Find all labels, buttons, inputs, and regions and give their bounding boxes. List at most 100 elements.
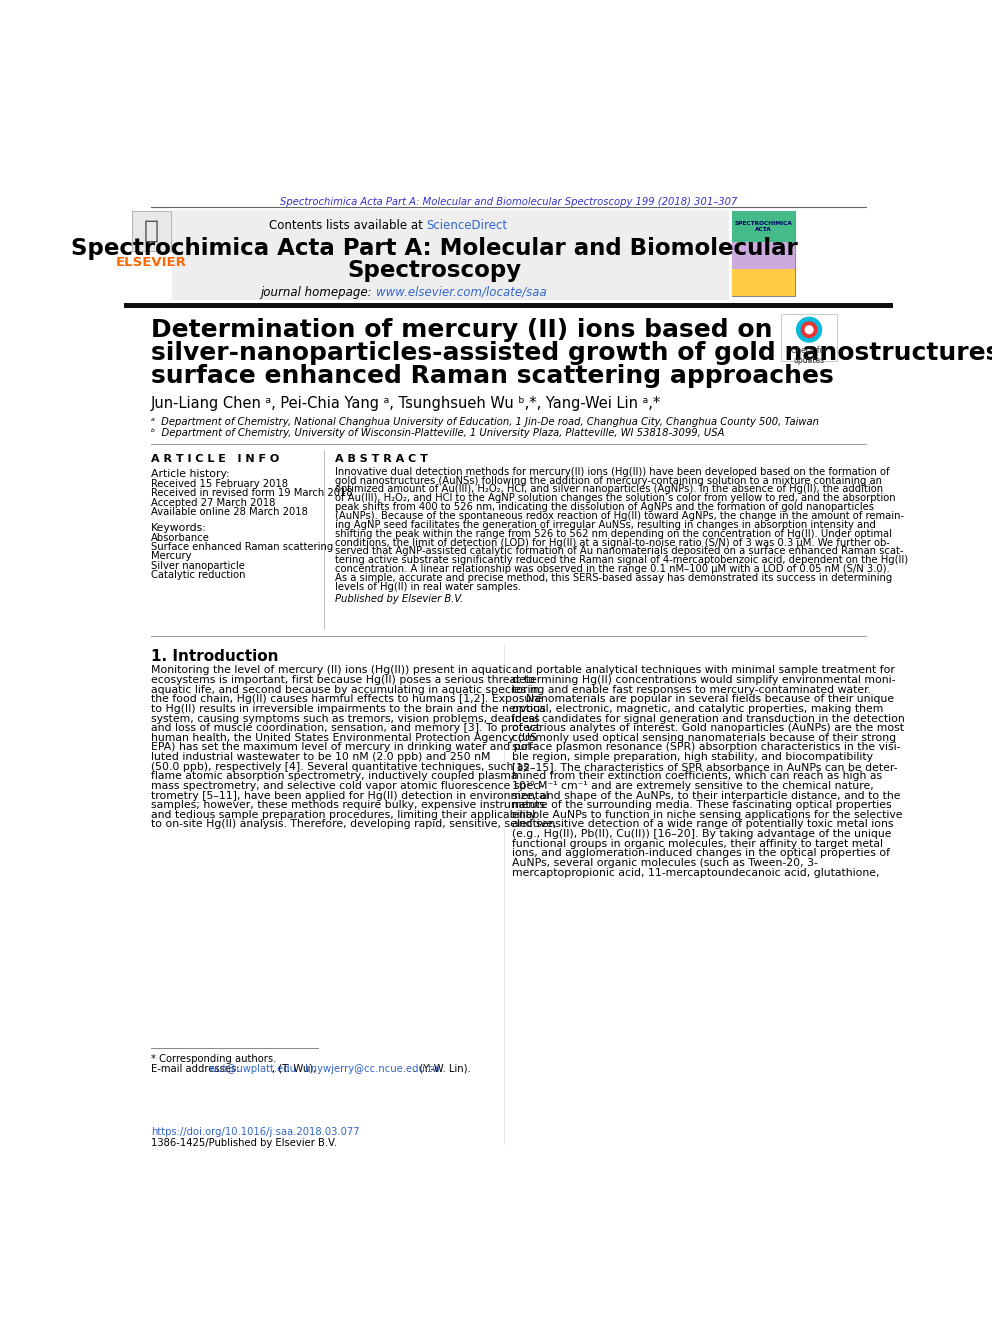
- Text: silver-nanoparticles-assisted growth of gold nanostructures: UV–Vis and: silver-nanoparticles-assisted growth of …: [151, 341, 992, 365]
- FancyBboxPatch shape: [732, 269, 796, 296]
- Circle shape: [806, 325, 813, 333]
- Text: shifting the peak within the range from 526 to 562 nm depending on the concentra: shifting the peak within the range from …: [335, 529, 892, 538]
- Text: optical, electronic, magnetic, and catalytic properties, making them: optical, electronic, magnetic, and catal…: [512, 704, 883, 714]
- Text: https://doi.org/10.1016/j.saa.2018.03.077: https://doi.org/10.1016/j.saa.2018.03.07…: [151, 1127, 360, 1138]
- Circle shape: [802, 321, 816, 337]
- FancyBboxPatch shape: [172, 209, 728, 300]
- Text: * Corresponding authors.: * Corresponding authors.: [151, 1053, 277, 1064]
- Text: enable AuNPs to function in niche sensing applications for the selective: enable AuNPs to function in niche sensin…: [512, 810, 902, 820]
- Text: 🌲: 🌲: [144, 218, 159, 242]
- Text: [12–15]. The characteristics of SPR absorbance in AuNPs can be deter-: [12–15]. The characteristics of SPR abso…: [512, 762, 897, 771]
- Text: Available online 28 March 2018: Available online 28 March 2018: [151, 507, 308, 517]
- Text: . (Y.-W. Lin).: . (Y.-W. Lin).: [413, 1064, 471, 1073]
- Text: Silver nanoparticle: Silver nanoparticle: [151, 561, 245, 570]
- Text: tering active substrate significantly reduced the Raman signal of 4-mercaptobenz: tering active substrate significantly re…: [335, 556, 908, 565]
- Text: (50.0 ppb), respectively [4]. Several quantitative techniques, such as: (50.0 ppb), respectively [4]. Several qu…: [151, 762, 530, 771]
- Text: functional groups in organic molecules, their affinity to target metal: functional groups in organic molecules, …: [512, 839, 883, 848]
- FancyBboxPatch shape: [132, 212, 171, 251]
- Text: optimized amount of Au(III), H₂O₂, HCl, and silver nanoparticles (AgNPs). In the: optimized amount of Au(III), H₂O₂, HCl, …: [335, 484, 883, 495]
- Text: commonly used optical sensing nanomaterials because of their strong: commonly used optical sensing nanomateri…: [512, 733, 896, 742]
- Text: conditions, the limit of detection (LOD) for Hg(II) at a signal-to-noise ratio (: conditions, the limit of detection (LOD)…: [335, 537, 890, 548]
- Text: AuNPs, several organic molecules (such as Tween-20, 3-: AuNPs, several organic molecules (such a…: [512, 857, 817, 868]
- Text: Spectrochimica Acta Part A: Molecular and Biomolecular: Spectrochimica Acta Part A: Molecular an…: [71, 237, 799, 261]
- Text: surface enhanced Raman scattering approaches: surface enhanced Raman scattering approa…: [151, 364, 834, 389]
- Text: and tedious sample preparation procedures, limiting their applicability: and tedious sample preparation procedure…: [151, 810, 537, 820]
- Text: Nanomaterials are popular in several fields because of their unique: Nanomaterials are popular in several fie…: [512, 695, 894, 704]
- Text: A B S T R A C T: A B S T R A C T: [335, 454, 428, 463]
- Text: linywjerry@cc.ncue.edu.tw: linywjerry@cc.ncue.edu.tw: [305, 1064, 439, 1073]
- Text: and loss of muscle coordination, sensation, and memory [3]. To protect: and loss of muscle coordination, sensati…: [151, 724, 541, 733]
- Text: of Au(III), H₂O₂, and HCl to the AgNP solution changes the solution’s color from: of Au(III), H₂O₂, and HCl to the AgNP so…: [335, 493, 896, 503]
- Text: ideal candidates for signal generation and transduction in the detection: ideal candidates for signal generation a…: [512, 713, 905, 724]
- Text: Spectrochimica Acta Part A: Molecular and Biomolecular Spectroscopy 199 (2018) 3: Spectrochimica Acta Part A: Molecular an…: [280, 197, 737, 208]
- Text: Contents lists available at: Contents lists available at: [269, 218, 427, 232]
- Text: Innovative dual detection methods for mercury(II) ions (Hg(II)) have been develo: Innovative dual detection methods for me…: [335, 467, 890, 476]
- Text: journal homepage:: journal homepage:: [261, 286, 376, 299]
- Text: surface plasmon resonance (SPR) absorption characteristics in the visi-: surface plasmon resonance (SPR) absorpti…: [512, 742, 900, 753]
- Text: Article history:: Article history:: [151, 470, 230, 479]
- Text: Keywords:: Keywords:: [151, 523, 207, 533]
- Text: ecosystems is important, first because Hg(II) poses a serious threat to: ecosystems is important, first because H…: [151, 675, 535, 685]
- Text: www.elsevier.com/locate/saa: www.elsevier.com/locate/saa: [376, 286, 547, 299]
- Text: E-mail addresses:: E-mail addresses:: [151, 1064, 243, 1073]
- Text: ᵇ  Department of Chemistry, University of Wisconsin-Platteville, 1 University Pl: ᵇ Department of Chemistry, University of…: [151, 429, 724, 438]
- Text: Received 15 February 2018: Received 15 February 2018: [151, 479, 288, 490]
- Text: Absorbance: Absorbance: [151, 533, 210, 542]
- Text: the food chain, Hg(II) causes harmful effects to humans [1,2]. Exposure: the food chain, Hg(II) causes harmful ef…: [151, 695, 543, 704]
- Text: of various analytes of interest. Gold nanoparticles (AuNPs) are the most: of various analytes of interest. Gold na…: [512, 724, 904, 733]
- Text: ELSEVIER: ELSEVIER: [116, 255, 186, 269]
- Text: EPA) has set the maximum level of mercury in drinking water and pol-: EPA) has set the maximum level of mercur…: [151, 742, 535, 753]
- Text: ScienceDirect: ScienceDirect: [427, 218, 507, 232]
- Text: peak shifts from 400 to 526 nm, indicating the dissolution of AgNPs and the form: peak shifts from 400 to 526 nm, indicati…: [335, 503, 874, 512]
- Text: mined from their extinction coefficients, which can reach as high as: mined from their extinction coefficients…: [512, 771, 882, 782]
- Text: human health, the United States Environmental Protection Agency (US: human health, the United States Environm…: [151, 733, 537, 742]
- Text: samples; however, these methods require bulky, expensive instruments: samples; however, these methods require …: [151, 800, 546, 810]
- Text: SPECTROCHIMICA
ACTA: SPECTROCHIMICA ACTA: [734, 221, 793, 232]
- Text: size, and shape of the AuNPs, to their interparticle distance, and to the: size, and shape of the AuNPs, to their i…: [512, 791, 900, 800]
- Text: Mercury: Mercury: [151, 552, 191, 561]
- Text: mercaptopropionic acid, 11-mercaptoundecanoic acid, glutathione,: mercaptopropionic acid, 11-mercaptoundec…: [512, 868, 879, 877]
- Text: concentration. A linear relationship was observed in the range 0.1 nM–100 μM wit: concentration. A linear relationship was…: [335, 564, 890, 574]
- Text: luted industrial wastewater to be 10 nM (2.0 ppb) and 250 nM: luted industrial wastewater to be 10 nM …: [151, 751, 491, 762]
- Text: ions, and agglomeration-induced changes in the optical properties of: ions, and agglomeration-induced changes …: [512, 848, 890, 859]
- Text: levels of Hg(II) in real water samples.: levels of Hg(II) in real water samples.: [335, 582, 521, 591]
- Text: ble region, simple preparation, high stability, and biocompatibility: ble region, simple preparation, high sta…: [512, 751, 873, 762]
- FancyBboxPatch shape: [782, 315, 837, 360]
- Text: 1. Introduction: 1. Introduction: [151, 650, 279, 664]
- Text: flame atomic absorption spectrometry, inductively coupled plasma: flame atomic absorption spectrometry, in…: [151, 771, 518, 782]
- Text: 1386-1425/Published by Elsevier B.V.: 1386-1425/Published by Elsevier B.V.: [151, 1138, 337, 1148]
- Text: and sensitive detection of a wide range of potentially toxic metal ions: and sensitive detection of a wide range …: [512, 819, 893, 830]
- Text: mass spectrometry, and selective cold vapor atomic fluorescence spec-: mass spectrometry, and selective cold va…: [151, 781, 544, 791]
- Text: Check for
updates: Check for updates: [791, 345, 827, 365]
- Text: to on-site Hg(II) analysis. Therefore, developing rapid, sensitive, selective,: to on-site Hg(II) analysis. Therefore, d…: [151, 819, 557, 830]
- Text: Published by Elsevier B.V.: Published by Elsevier B.V.: [335, 594, 463, 603]
- Text: Received in revised form 19 March 2018: Received in revised form 19 March 2018: [151, 488, 353, 499]
- Text: A R T I C L E   I N F O: A R T I C L E I N F O: [151, 454, 280, 463]
- Text: Jun-Liang Chen ᵃ, Pei-Chia Yang ᵃ, Tsunghsueh Wu ᵇ,*, Yang-Wei Lin ᵃ,*: Jun-Liang Chen ᵃ, Pei-Chia Yang ᵃ, Tsung…: [151, 396, 662, 411]
- Text: trometry [5–11], have been applied for Hg(II) detection in environmental: trometry [5–11], have been applied for H…: [151, 791, 549, 800]
- Text: to Hg(II) results in irreversible impairments to the brain and the nervous: to Hg(II) results in irreversible impair…: [151, 704, 546, 714]
- Text: aquatic life, and second because by accumulating in aquatic species in: aquatic life, and second because by accu…: [151, 685, 540, 695]
- Text: Spectroscopy: Spectroscopy: [348, 259, 522, 282]
- Text: ᵃ  Department of Chemistry, National Changhua University of Education, 1 Jin-De : ᵃ Department of Chemistry, National Chan…: [151, 418, 819, 427]
- FancyBboxPatch shape: [732, 212, 796, 242]
- FancyBboxPatch shape: [732, 212, 796, 296]
- Text: Monitoring the level of mercury (II) ions (Hg(II)) present in aquatic: Monitoring the level of mercury (II) ion…: [151, 665, 512, 676]
- FancyBboxPatch shape: [732, 242, 796, 269]
- Text: (e.g., Hg(II), Pb(II), Cu(II)) [16–20]. By taking advantage of the unique: (e.g., Hg(II), Pb(II), Cu(II)) [16–20]. …: [512, 830, 891, 839]
- Text: Surface enhanced Raman scattering: Surface enhanced Raman scattering: [151, 542, 333, 552]
- Text: served that AgNP-assisted catalytic formation of Au nanomaterials deposited on a: served that AgNP-assisted catalytic form…: [335, 546, 904, 557]
- Text: Accepted 27 March 2018: Accepted 27 March 2018: [151, 497, 276, 508]
- Text: and portable analytical techniques with minimal sample treatment for: and portable analytical techniques with …: [512, 665, 895, 676]
- Text: , (T. Wu),: , (T. Wu),: [272, 1064, 319, 1073]
- Text: system, causing symptoms such as tremors, vision problems, deafness: system, causing symptoms such as tremors…: [151, 713, 540, 724]
- Text: nature of the surrounding media. These fascinating optical properties: nature of the surrounding media. These f…: [512, 800, 891, 810]
- Text: Catalytic reduction: Catalytic reduction: [151, 570, 246, 579]
- Text: As a simple, accurate and precise method, this SERS-based assay has demonstrated: As a simple, accurate and precise method…: [335, 573, 892, 583]
- Text: 10¹⁰ M⁻¹ cm⁻¹ and are extremely sensitive to the chemical nature,: 10¹⁰ M⁻¹ cm⁻¹ and are extremely sensitiv…: [512, 781, 873, 791]
- Text: toring and enable fast responses to mercury-contaminated water.: toring and enable fast responses to merc…: [512, 685, 871, 695]
- Text: wut@uwplatt.edu: wut@uwplatt.edu: [208, 1064, 297, 1073]
- Text: determining Hg(II) concentrations would simplify environmental moni-: determining Hg(II) concentrations would …: [512, 675, 895, 685]
- Text: (AuNPs). Because of the spontaneous redox reaction of Hg(II) toward AgNPs, the c: (AuNPs). Because of the spontaneous redo…: [335, 511, 904, 521]
- Circle shape: [797, 318, 821, 343]
